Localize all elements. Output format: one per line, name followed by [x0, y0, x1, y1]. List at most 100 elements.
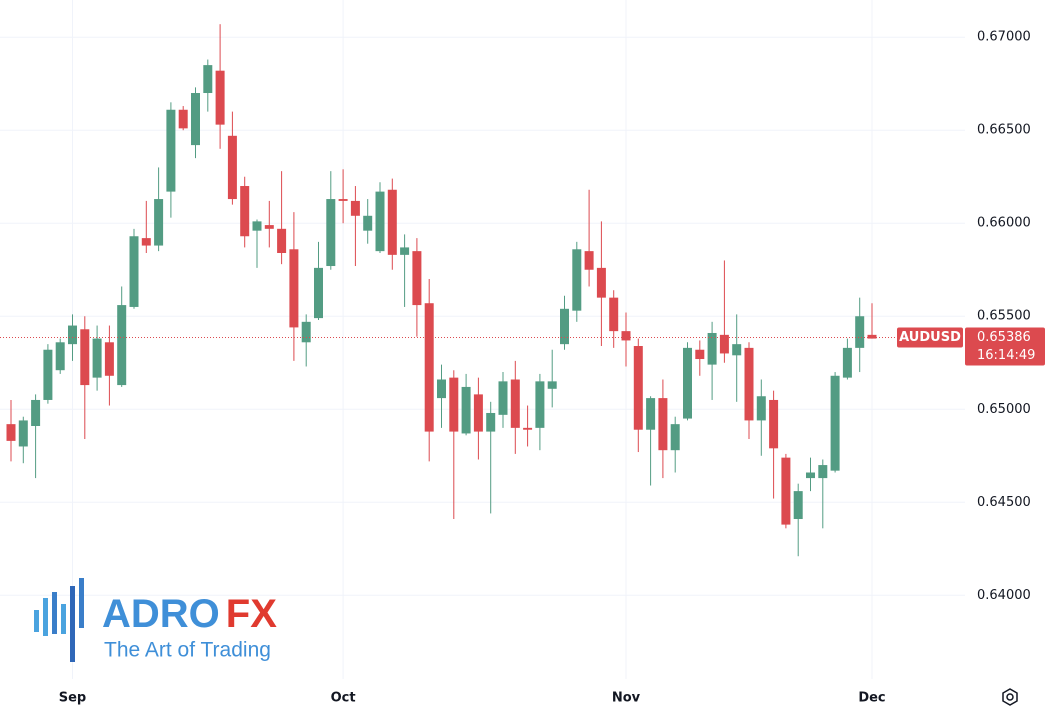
candle: [719, 260, 729, 363]
candle: [670, 416, 680, 473]
candle-body: [92, 338, 102, 378]
candle-body: [658, 398, 668, 451]
candle-body: [166, 109, 176, 192]
candle: [695, 340, 705, 376]
candle: [215, 24, 225, 149]
candle-body: [43, 349, 53, 400]
candle: [781, 453, 791, 529]
candle-body: [842, 347, 852, 378]
candle: [523, 405, 533, 447]
candle: [683, 342, 692, 421]
settings-icon[interactable]: [1002, 688, 1018, 706]
candle-body: [240, 186, 250, 237]
candle: [486, 401, 496, 514]
candle: [92, 325, 102, 391]
candle: [375, 182, 385, 253]
candle: [363, 199, 373, 244]
candle: [461, 373, 471, 436]
candle-body: [560, 308, 569, 345]
candle: [584, 189, 594, 287]
candle-body: [203, 65, 213, 94]
logo-bar: [79, 578, 84, 628]
settings-hex[interactable]: [1002, 688, 1018, 706]
candle-body: [523, 427, 533, 430]
candle-body: [375, 191, 385, 252]
candle: [240, 176, 250, 248]
candle: [43, 344, 53, 404]
candle-body: [412, 251, 422, 306]
candle-body: [277, 228, 287, 253]
candle-body: [572, 249, 582, 311]
symbol-label: AUDUSD: [899, 330, 961, 345]
y-tick-label: 0.66000: [977, 216, 1031, 231]
candle-body: [769, 399, 779, 449]
candle: [535, 373, 545, 451]
candle-body: [314, 267, 323, 319]
x-tick-label: Oct: [331, 691, 356, 706]
candle-body: [584, 251, 594, 270]
candle: [55, 338, 65, 374]
candle-body: [855, 316, 865, 348]
candle: [117, 286, 127, 387]
candle: [203, 59, 213, 112]
candle-body: [683, 347, 692, 419]
candle: [166, 102, 176, 218]
candle-body: [867, 334, 877, 339]
candle-body: [633, 346, 643, 430]
settings-dot[interactable]: [1006, 693, 1014, 701]
candle: [437, 364, 446, 428]
candle: [326, 171, 336, 270]
candle: [609, 290, 619, 348]
x-tick-label: Sep: [59, 691, 87, 706]
candle-body: [806, 472, 815, 479]
candle-body: [609, 297, 619, 332]
candle-body: [424, 303, 434, 432]
logo-brand-right: FX: [226, 592, 277, 636]
candle: [769, 390, 779, 499]
candle-body: [350, 200, 360, 216]
candle-body: [670, 424, 680, 451]
candle: [547, 349, 557, 408]
candle: [646, 396, 656, 486]
candle: [806, 457, 815, 492]
candle-body: [31, 399, 41, 427]
candle-body: [695, 349, 705, 360]
candle-body: [178, 109, 188, 129]
logo-tagline: The Art of Trading: [104, 639, 271, 662]
candle-body: [326, 199, 336, 267]
candle-body: [510, 379, 520, 428]
candle: [264, 200, 274, 248]
candle: [350, 186, 360, 267]
candle: [314, 241, 323, 320]
candle-body: [535, 381, 545, 428]
candle-body: [191, 93, 200, 146]
candle-body: [252, 221, 262, 231]
logo-bar: [70, 586, 75, 662]
candle-body: [719, 334, 729, 354]
candle: [732, 314, 742, 402]
candle-body: [80, 329, 90, 386]
candle-body: [129, 236, 139, 307]
candle: [424, 279, 434, 462]
candle: [855, 297, 865, 373]
candle: [18, 416, 28, 464]
candle-body: [498, 381, 508, 415]
candle: [498, 372, 508, 428]
candle: [191, 87, 200, 159]
candle: [707, 321, 717, 400]
candle-body: [547, 381, 557, 389]
candle-body: [154, 199, 164, 246]
candle-body: [437, 379, 446, 399]
candle-body: [338, 199, 348, 201]
candle: [301, 314, 311, 367]
candle: [338, 169, 348, 224]
candle: [473, 377, 483, 460]
candle: [818, 459, 828, 529]
candle: [178, 106, 188, 131]
candle: [633, 338, 643, 453]
y-tick-label: 0.65500: [977, 309, 1031, 324]
y-tick-label: 0.66500: [977, 123, 1031, 138]
candle-body: [104, 342, 114, 376]
logo-bar: [34, 610, 39, 632]
